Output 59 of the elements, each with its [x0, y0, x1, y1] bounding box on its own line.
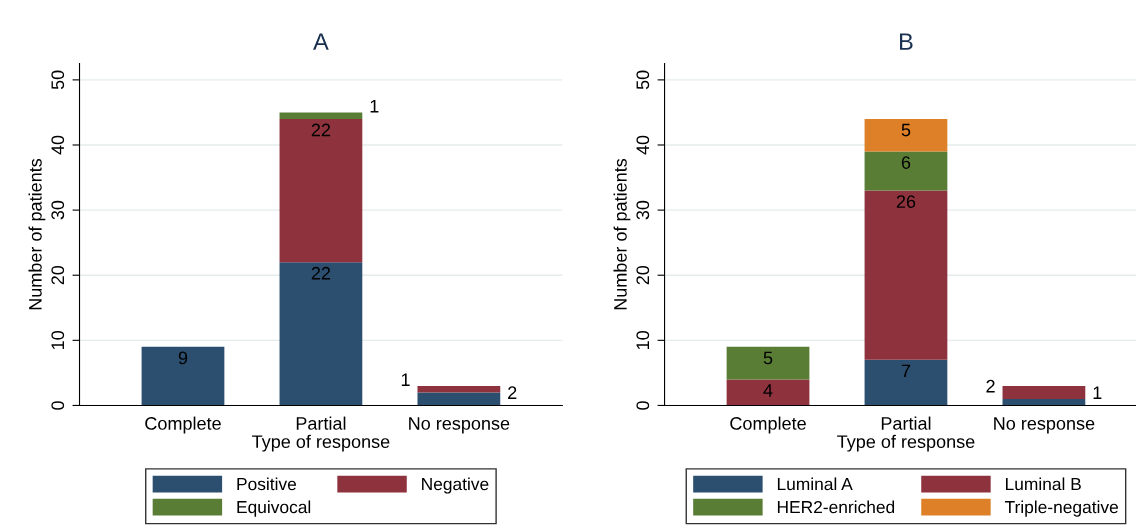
chart-title: B: [900, 33, 913, 50]
data-label: 2: [508, 386, 517, 399]
legend-label: Luminal B: [1005, 477, 1081, 491]
legend-label: Triple-negative: [1004, 500, 1118, 517]
bar: [864, 118, 948, 152]
y-axis-title: Number of patients: [28, 158, 46, 310]
y-tick-label: 50: [51, 70, 65, 90]
bar: [1002, 398, 1086, 406]
bar: [864, 359, 948, 406]
y-tick-label: 20: [51, 265, 65, 285]
data-label: 9: [178, 351, 188, 365]
data-label: 22: [311, 266, 331, 280]
data-label: 4: [763, 384, 773, 397]
bar: [1002, 385, 1086, 399]
y-tick-label: 30: [51, 200, 65, 220]
data-label: 5: [901, 123, 911, 137]
x-axis-title: Type of response: [837, 434, 975, 452]
y-tick-label: 50: [636, 70, 650, 90]
x-tick-label: No response: [409, 417, 510, 434]
data-label: 22: [311, 123, 331, 137]
y-tick-label: 30: [636, 200, 650, 220]
legend-label: Negative: [422, 477, 489, 494]
bar: [726, 346, 810, 380]
y-tick-label: 40: [51, 135, 65, 155]
bar: [141, 346, 225, 406]
legend-label: Luminal A: [777, 477, 853, 491]
y-tick-label: 10: [636, 331, 650, 349]
bar: [864, 190, 948, 360]
x-tick-label: No response: [994, 417, 1095, 434]
data-label: 1: [1093, 386, 1102, 399]
y-tick-label: 20: [636, 265, 650, 285]
x-tick-label: Complete: [730, 416, 806, 434]
x-tick-label: Partial: [296, 416, 346, 430]
legend-label: Positive: [237, 477, 297, 491]
y-tick-label: 0: [636, 401, 650, 410]
data-label: 26: [896, 195, 916, 208]
x-tick-label: Complete: [145, 416, 221, 434]
y-tick-label: 40: [636, 135, 650, 155]
bar: [726, 379, 810, 406]
data-label: 1: [401, 373, 410, 386]
y-tick-label: 0: [51, 401, 65, 410]
bar: [417, 385, 501, 393]
y-tick-label: 10: [51, 331, 65, 349]
legend-label: HER2-enriched: [777, 500, 895, 514]
data-label: 1: [370, 100, 379, 113]
data-label: 7: [901, 364, 911, 378]
bar: [279, 262, 363, 406]
y-axis-title: Number of patients: [613, 158, 631, 310]
chart-title: A: [313, 33, 329, 50]
legend-label: Equivocal: [237, 500, 311, 517]
bar: [279, 118, 363, 263]
data-label: 6: [901, 156, 911, 169]
bar: [279, 112, 363, 119]
data-label: 2: [986, 379, 995, 393]
x-tick-label: Partial: [881, 416, 931, 430]
bar: [417, 392, 501, 406]
x-axis-title: Type of response: [252, 434, 390, 452]
data-label: 5: [763, 351, 773, 365]
bar: [864, 151, 948, 191]
